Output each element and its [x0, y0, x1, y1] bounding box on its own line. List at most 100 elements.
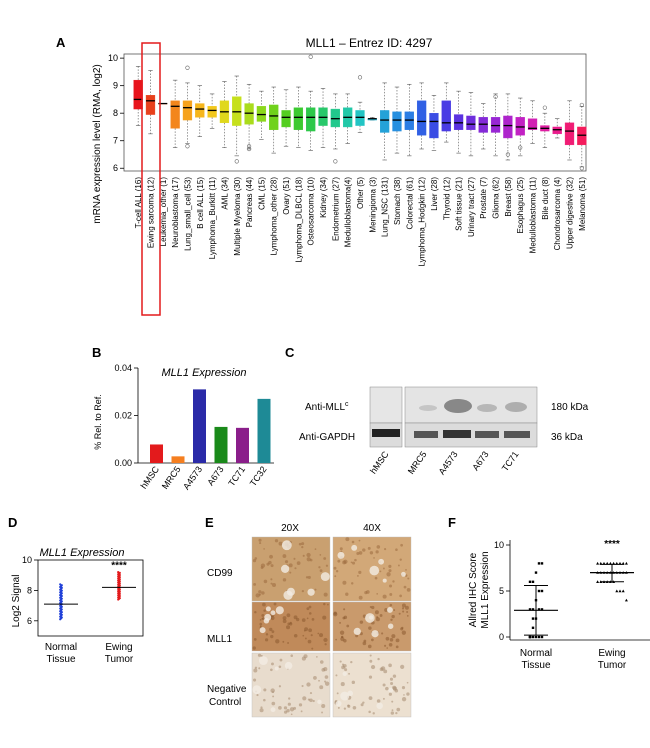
boxplot-x-label: Medulloblastoma(4) — [344, 177, 353, 248]
boxplot-x-label: Meningioma (3) — [368, 177, 377, 233]
boxplot-y-tick-label: 10 — [108, 53, 118, 63]
ihc-cell-dot — [253, 668, 258, 673]
ihc-cell-dot — [258, 590, 262, 594]
ihc-cell-dot — [400, 664, 405, 669]
ihc-cell-dot — [258, 667, 261, 670]
ihc-cell-dot — [373, 557, 375, 559]
ihc-cell-dot — [333, 566, 337, 570]
boxplot-x-label: Endometrium (27) — [331, 177, 340, 241]
ihc-cell-dot — [253, 582, 257, 586]
boxplot-outlier — [493, 94, 498, 99]
ihc-cell-dot — [395, 645, 399, 649]
scatter-d-group-label: Tumor — [105, 654, 134, 665]
ihc-cell-dot — [362, 548, 366, 552]
ihc-cell-dot — [321, 711, 323, 714]
boxplot-x-label: Lymphoma_Hodgkin (12) — [418, 177, 427, 267]
ihc-cell-dot — [282, 619, 287, 624]
ihc-cell-dot — [260, 706, 263, 709]
boxplot-box — [195, 103, 205, 118]
scatter-f-point — [531, 608, 535, 611]
boxplot-box — [355, 110, 365, 126]
ihc-cell-dot — [388, 642, 393, 647]
scatter-f-point — [537, 562, 541, 565]
scatter-f-point — [528, 635, 532, 639]
ihc-cell-dot — [399, 558, 402, 561]
ihc-cell-dot — [368, 696, 373, 701]
ihc-cell-dot — [305, 576, 309, 579]
ihc-cell-dot — [311, 647, 314, 650]
scatter-d-point — [60, 605, 63, 608]
boxplot-box — [293, 107, 304, 130]
ihc-cell-dot — [322, 615, 327, 620]
ihc-cell-dot — [318, 566, 321, 569]
ihc-cell-dot — [402, 610, 405, 613]
boxplot-x-label: Melanoma (51) — [578, 177, 587, 231]
boxplot-y-tick-label: 6 — [113, 163, 118, 173]
boxplot-x-labels: T-cell ALL (16) Ewing sarcoma (12) Leukemi… — [134, 177, 587, 267]
scatter-f-y-tick-label: 5 — [499, 586, 504, 596]
boxplot-x-label: Colorectal (61) — [405, 177, 414, 230]
ihc-cell-dot — [270, 688, 275, 693]
boxplot-x-label: AML (34) — [220, 177, 229, 210]
ihc-vacuole — [369, 565, 380, 576]
ihc-cell-dot — [382, 594, 387, 599]
boxplot-x-label: Lymphoma_other (28) — [270, 177, 279, 256]
ihc-cell-dot — [379, 614, 383, 617]
bar-mark — [214, 426, 228, 463]
ihc-cell-dot — [270, 578, 273, 581]
ihc-cell-dot — [390, 711, 395, 715]
ihc-cell-dot — [301, 590, 304, 593]
blot-label-mll: Anti-MLLc — [305, 401, 349, 413]
ihc-cell-dot — [339, 547, 343, 551]
scatter-d-group-label: Ewing — [105, 642, 132, 653]
ihc-cell-dot — [287, 642, 290, 644]
ihc-cell-dot — [339, 621, 342, 624]
ihc-cell-dot — [354, 558, 357, 562]
ihc-cell-dot — [308, 605, 312, 609]
bar-y-label: % Rel. to Ref. — [93, 394, 103, 450]
scatter-f-y-label-2: MLL1 Expression — [480, 551, 491, 628]
scatter-d-group-label: Tissue — [46, 654, 76, 665]
scatter-f-point — [537, 635, 541, 639]
ihc-row-control: Control — [209, 697, 241, 708]
ihc-cell-dot — [368, 626, 372, 630]
bar-mark — [150, 444, 163, 463]
boxplot-outlier — [333, 159, 338, 164]
ihc-vacuole — [281, 540, 292, 551]
scatter-d-point — [60, 616, 63, 619]
ihc-cell-dot — [389, 677, 394, 681]
ihc-cell-dot — [313, 676, 317, 680]
ihc-cell-dot — [270, 634, 274, 639]
ihc-cell-dot — [265, 633, 269, 636]
ihc-cell-dot — [303, 654, 308, 659]
scatter-d-point — [60, 594, 63, 598]
boxplot-outlier — [246, 144, 252, 149]
ihc-cell-dot — [293, 706, 297, 710]
ihc-cell-dot — [337, 559, 341, 563]
ihc-cell-dot — [384, 548, 387, 551]
boxplot-y-tick-label: 9 — [113, 81, 118, 91]
blot-lane-label: MRC5 — [406, 449, 429, 476]
ihc-cell-dot — [368, 675, 373, 679]
ihc-cell-dot — [263, 698, 266, 702]
bar-x-label: TC71 — [226, 464, 247, 488]
ihc-cell-dot — [333, 612, 338, 617]
boxplot-frame — [123, 53, 587, 172]
ihc-cell-dot — [358, 539, 361, 542]
ihc-cell-dot — [323, 602, 326, 606]
ihc-cell-dot — [302, 634, 305, 637]
boxplot-outlier — [579, 102, 584, 108]
ihc-cell-dot — [258, 593, 262, 596]
ihc-cell-dot — [269, 554, 273, 559]
boxplot-box — [330, 108, 340, 128]
scatter-f-point — [615, 589, 619, 593]
ihc-cell-dot — [401, 607, 405, 610]
ihc-cell-dot — [345, 537, 350, 542]
scatter-f-point — [596, 580, 600, 583]
ihc-cell-dot — [368, 710, 371, 714]
ihc-vacuole — [280, 564, 290, 573]
boxplot-x-label: Lymphoma_Burkitt (11) — [208, 177, 217, 260]
scatter-panel-f: Allred IHC Score MLL1 Expression 0 5 10 Nor… — [468, 539, 650, 671]
ihc-cell-dot — [369, 551, 374, 555]
scatter-f-point — [596, 561, 600, 565]
